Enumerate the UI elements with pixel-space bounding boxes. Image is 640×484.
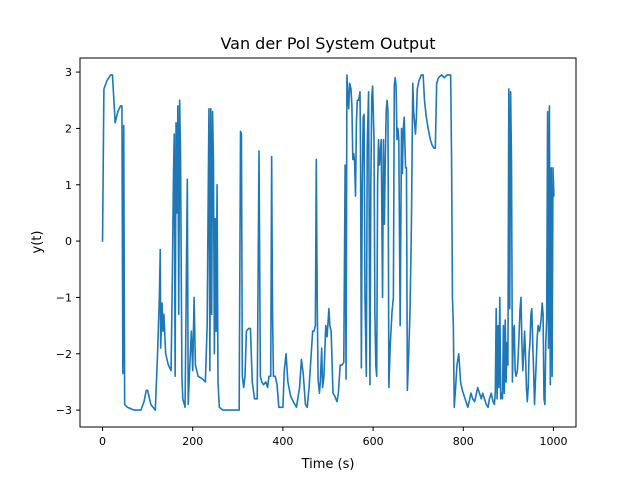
- y-tick-label: −2: [56, 348, 72, 361]
- x-axis-label: Time (s): [301, 457, 355, 472]
- axis-ticks: 0 200 400 600 800 1000 −3 −2 −1 0 1 2 3: [56, 66, 568, 448]
- y-tick-label: 0: [65, 235, 72, 248]
- x-tick-label: 0: [99, 435, 106, 448]
- axes-frame: [79, 57, 577, 428]
- chart-title: Van der Pol System Output: [220, 34, 435, 53]
- y-tick-label: −3: [56, 404, 72, 417]
- x-tick-label: 200: [182, 435, 203, 448]
- series-line-0: [101, 74, 555, 411]
- x-tick-label: 600: [363, 435, 384, 448]
- plot-area: [101, 74, 555, 411]
- x-tick-label: 1000: [539, 435, 567, 448]
- x-tick-label: 400: [272, 435, 293, 448]
- y-tick-label: 1: [65, 179, 72, 192]
- x-tick-label: 800: [453, 435, 474, 448]
- y-tick-label: 3: [65, 66, 72, 79]
- y-tick-label: 2: [65, 122, 72, 135]
- y-axis-label: y(t): [30, 231, 45, 254]
- y-tick-label: −1: [56, 291, 72, 304]
